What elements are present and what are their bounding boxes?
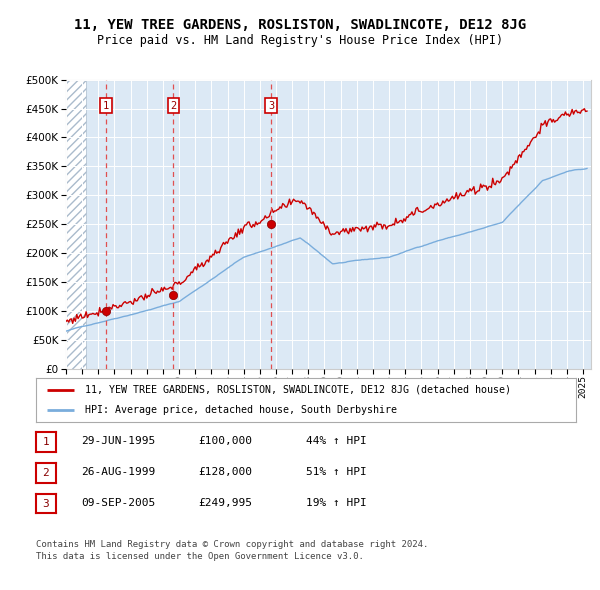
Text: 3: 3 [268,101,274,111]
Text: Contains HM Land Registry data © Crown copyright and database right 2024.
This d: Contains HM Land Registry data © Crown c… [36,540,428,561]
Text: 2: 2 [170,101,176,111]
Text: £249,995: £249,995 [198,498,252,507]
Text: 1: 1 [103,101,109,111]
Text: 1: 1 [43,437,49,447]
Text: £100,000: £100,000 [198,437,252,446]
Text: HPI: Average price, detached house, South Derbyshire: HPI: Average price, detached house, Sout… [85,405,397,415]
Text: 51% ↑ HPI: 51% ↑ HPI [306,467,367,477]
Bar [66,80,86,369]
Text: £128,000: £128,000 [198,467,252,477]
Text: 2: 2 [43,468,49,478]
Text: 3: 3 [43,499,49,509]
Text: 11, YEW TREE GARDENS, ROSLISTON, SWADLINCOTE, DE12 8JG (detached house): 11, YEW TREE GARDENS, ROSLISTON, SWADLIN… [85,385,511,395]
Text: Price paid vs. HM Land Registry's House Price Index (HPI): Price paid vs. HM Land Registry's House … [97,34,503,47]
Text: 19% ↑ HPI: 19% ↑ HPI [306,498,367,507]
Text: 11, YEW TREE GARDENS, ROSLISTON, SWADLINCOTE, DE12 8JG: 11, YEW TREE GARDENS, ROSLISTON, SWADLIN… [74,18,526,32]
Text: 26-AUG-1999: 26-AUG-1999 [81,467,155,477]
Text: 09-SEP-2005: 09-SEP-2005 [81,498,155,507]
Text: 29-JUN-1995: 29-JUN-1995 [81,437,155,446]
Text: 44% ↑ HPI: 44% ↑ HPI [306,437,367,446]
